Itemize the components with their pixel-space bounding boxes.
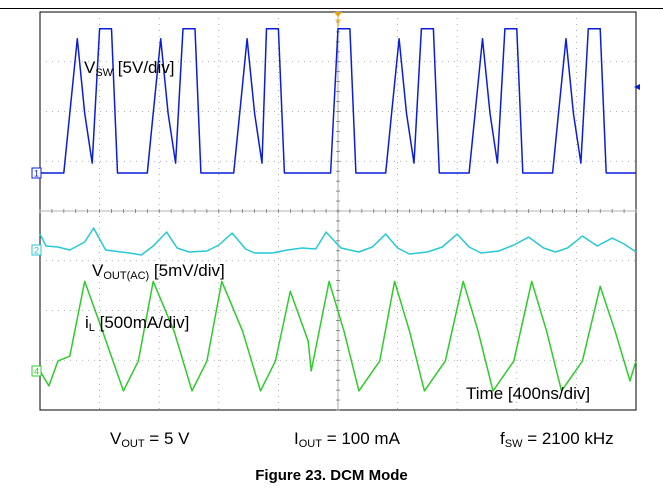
figure-caption: Figure 23. DCM Mode bbox=[255, 467, 408, 484]
vsw-label: VSW [5V/div] bbox=[84, 58, 175, 79]
param-vout: VOUT = 5 V bbox=[110, 429, 190, 450]
series-line-1 bbox=[40, 27, 636, 174]
time-scale-label: Time [400ns/div] bbox=[466, 384, 591, 403]
trigger-level-arrow bbox=[634, 84, 640, 90]
param-iout: IOUT = 100 mA bbox=[294, 429, 400, 450]
channel-marker-1: 1 bbox=[31, 167, 42, 179]
svg-text:2: 2 bbox=[34, 246, 39, 256]
svg-text:T: T bbox=[335, 18, 341, 28]
trigger-marker: T bbox=[334, 12, 342, 28]
scope-traces bbox=[39, 27, 637, 392]
vout-label: VOUT(AC) [5mV/div] bbox=[92, 261, 225, 282]
header-rule bbox=[0, 8, 663, 9]
channel-marker-2: 2 bbox=[31, 244, 42, 256]
svg-text:4: 4 bbox=[34, 367, 39, 377]
svg-text:1: 1 bbox=[34, 169, 39, 179]
series-line-3 bbox=[39, 280, 637, 392]
series-line-2 bbox=[39, 227, 637, 256]
param-fsw: fSW = 2100 kHz bbox=[500, 429, 614, 450]
scope-markers: 1 2 4 T bbox=[31, 12, 640, 377]
channel-marker-4: 4 bbox=[31, 365, 42, 377]
il-label: iL [500mA/div] bbox=[85, 313, 190, 334]
scope-grid bbox=[39, 11, 637, 411]
